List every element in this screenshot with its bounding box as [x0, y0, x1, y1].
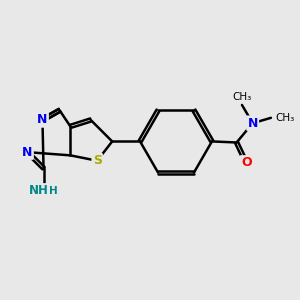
Text: N: N: [37, 113, 48, 127]
Text: CH₃: CH₃: [275, 113, 295, 123]
Text: S: S: [93, 154, 102, 167]
Text: N: N: [248, 117, 258, 130]
Text: N: N: [22, 146, 33, 159]
Text: CH₃: CH₃: [232, 92, 252, 102]
Text: H: H: [49, 186, 58, 196]
Text: NH: NH: [29, 184, 49, 197]
Text: O: O: [241, 156, 252, 170]
